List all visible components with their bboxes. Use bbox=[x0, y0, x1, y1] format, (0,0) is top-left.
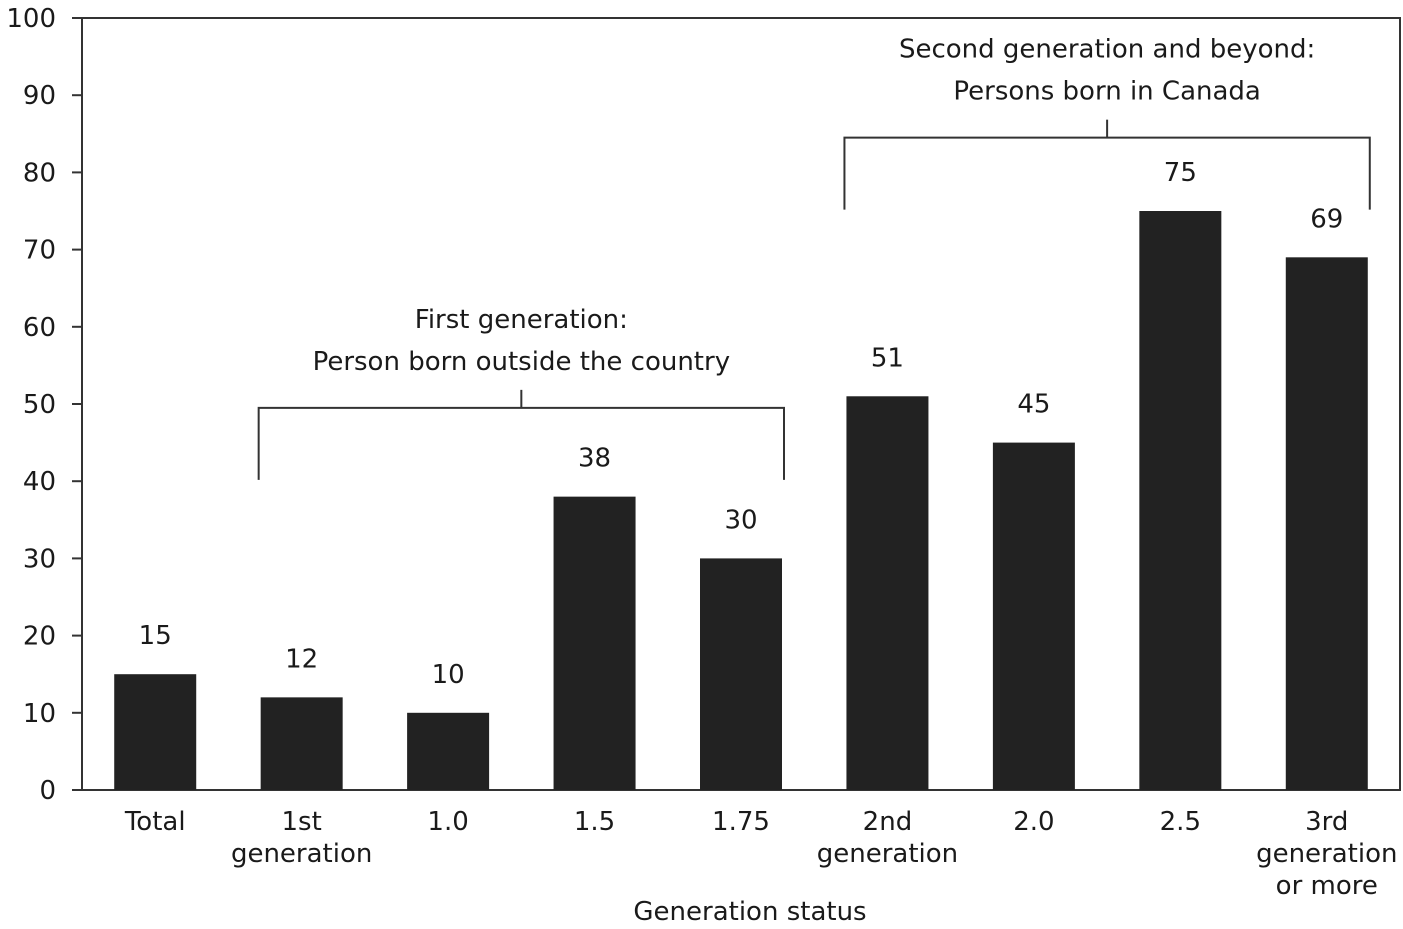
data-label: 75 bbox=[1164, 158, 1197, 188]
data-label: 51 bbox=[871, 343, 904, 373]
x-tick-label: Total bbox=[124, 807, 186, 837]
data-label: 38 bbox=[578, 444, 611, 474]
y-tick-label: 30 bbox=[23, 544, 56, 574]
bar bbox=[1139, 211, 1222, 790]
x-tick-label: 3rd bbox=[1305, 807, 1348, 837]
group-label: Persons born in Canada bbox=[953, 77, 1260, 107]
data-label: 45 bbox=[1017, 390, 1050, 420]
y-tick-label: 90 bbox=[23, 81, 56, 111]
x-tick-label: 2nd bbox=[863, 807, 913, 837]
bar bbox=[114, 674, 197, 790]
y-tick-label: 60 bbox=[23, 313, 56, 343]
x-tick-label: 1.0 bbox=[427, 807, 468, 837]
y-tick-label: 10 bbox=[23, 699, 56, 729]
x-tick-label: generation bbox=[231, 839, 372, 869]
y-tick-label: 70 bbox=[23, 236, 56, 266]
y-tick-label: 50 bbox=[23, 390, 56, 420]
group-label: First generation: bbox=[415, 305, 628, 335]
data-label: 15 bbox=[139, 621, 172, 651]
x-tick-label: generation bbox=[817, 839, 958, 869]
bar bbox=[553, 496, 636, 790]
y-tick-label: 40 bbox=[23, 467, 56, 497]
y-tick-label: 80 bbox=[23, 158, 56, 188]
y-axis: 0 10 20 30 40 50 60 70 80 90 100 bbox=[6, 4, 82, 806]
bar bbox=[407, 712, 490, 790]
group-bracket bbox=[843, 136, 1371, 210]
bar bbox=[700, 558, 782, 790]
x-tick-label: 1.75 bbox=[712, 807, 770, 837]
data-labels: 15 12 10 38 30 51 45 75 69 bbox=[139, 158, 1344, 690]
y-tick-label: 100 bbox=[6, 4, 56, 34]
bar bbox=[992, 442, 1075, 790]
x-tick-label: 1st bbox=[282, 807, 322, 837]
x-tick-label: generation bbox=[1256, 839, 1397, 869]
bar bbox=[1285, 257, 1368, 790]
bar bbox=[846, 396, 929, 790]
bar bbox=[260, 697, 343, 790]
group-bracket bbox=[257, 406, 785, 480]
y-tick-label: 0 bbox=[39, 776, 56, 806]
y-tick-label: 20 bbox=[23, 622, 56, 652]
x-tick-label: 2.0 bbox=[1013, 807, 1054, 837]
group-label: Person born outside the country bbox=[313, 347, 731, 377]
x-tick-label: 1.5 bbox=[574, 807, 615, 837]
x-tick-label: 2.5 bbox=[1160, 807, 1201, 837]
data-label: 69 bbox=[1310, 204, 1343, 234]
data-label: 10 bbox=[432, 660, 465, 690]
data-label: 12 bbox=[285, 644, 318, 674]
group-annotations: First generation: Person born outside the… bbox=[257, 35, 1371, 480]
x-axis-title: Generation status bbox=[633, 897, 866, 925]
group-label: Second generation and beyond: bbox=[899, 35, 1315, 65]
x-tick-label: or more bbox=[1276, 871, 1378, 901]
bar-series bbox=[114, 211, 1368, 790]
data-label: 30 bbox=[724, 505, 757, 535]
